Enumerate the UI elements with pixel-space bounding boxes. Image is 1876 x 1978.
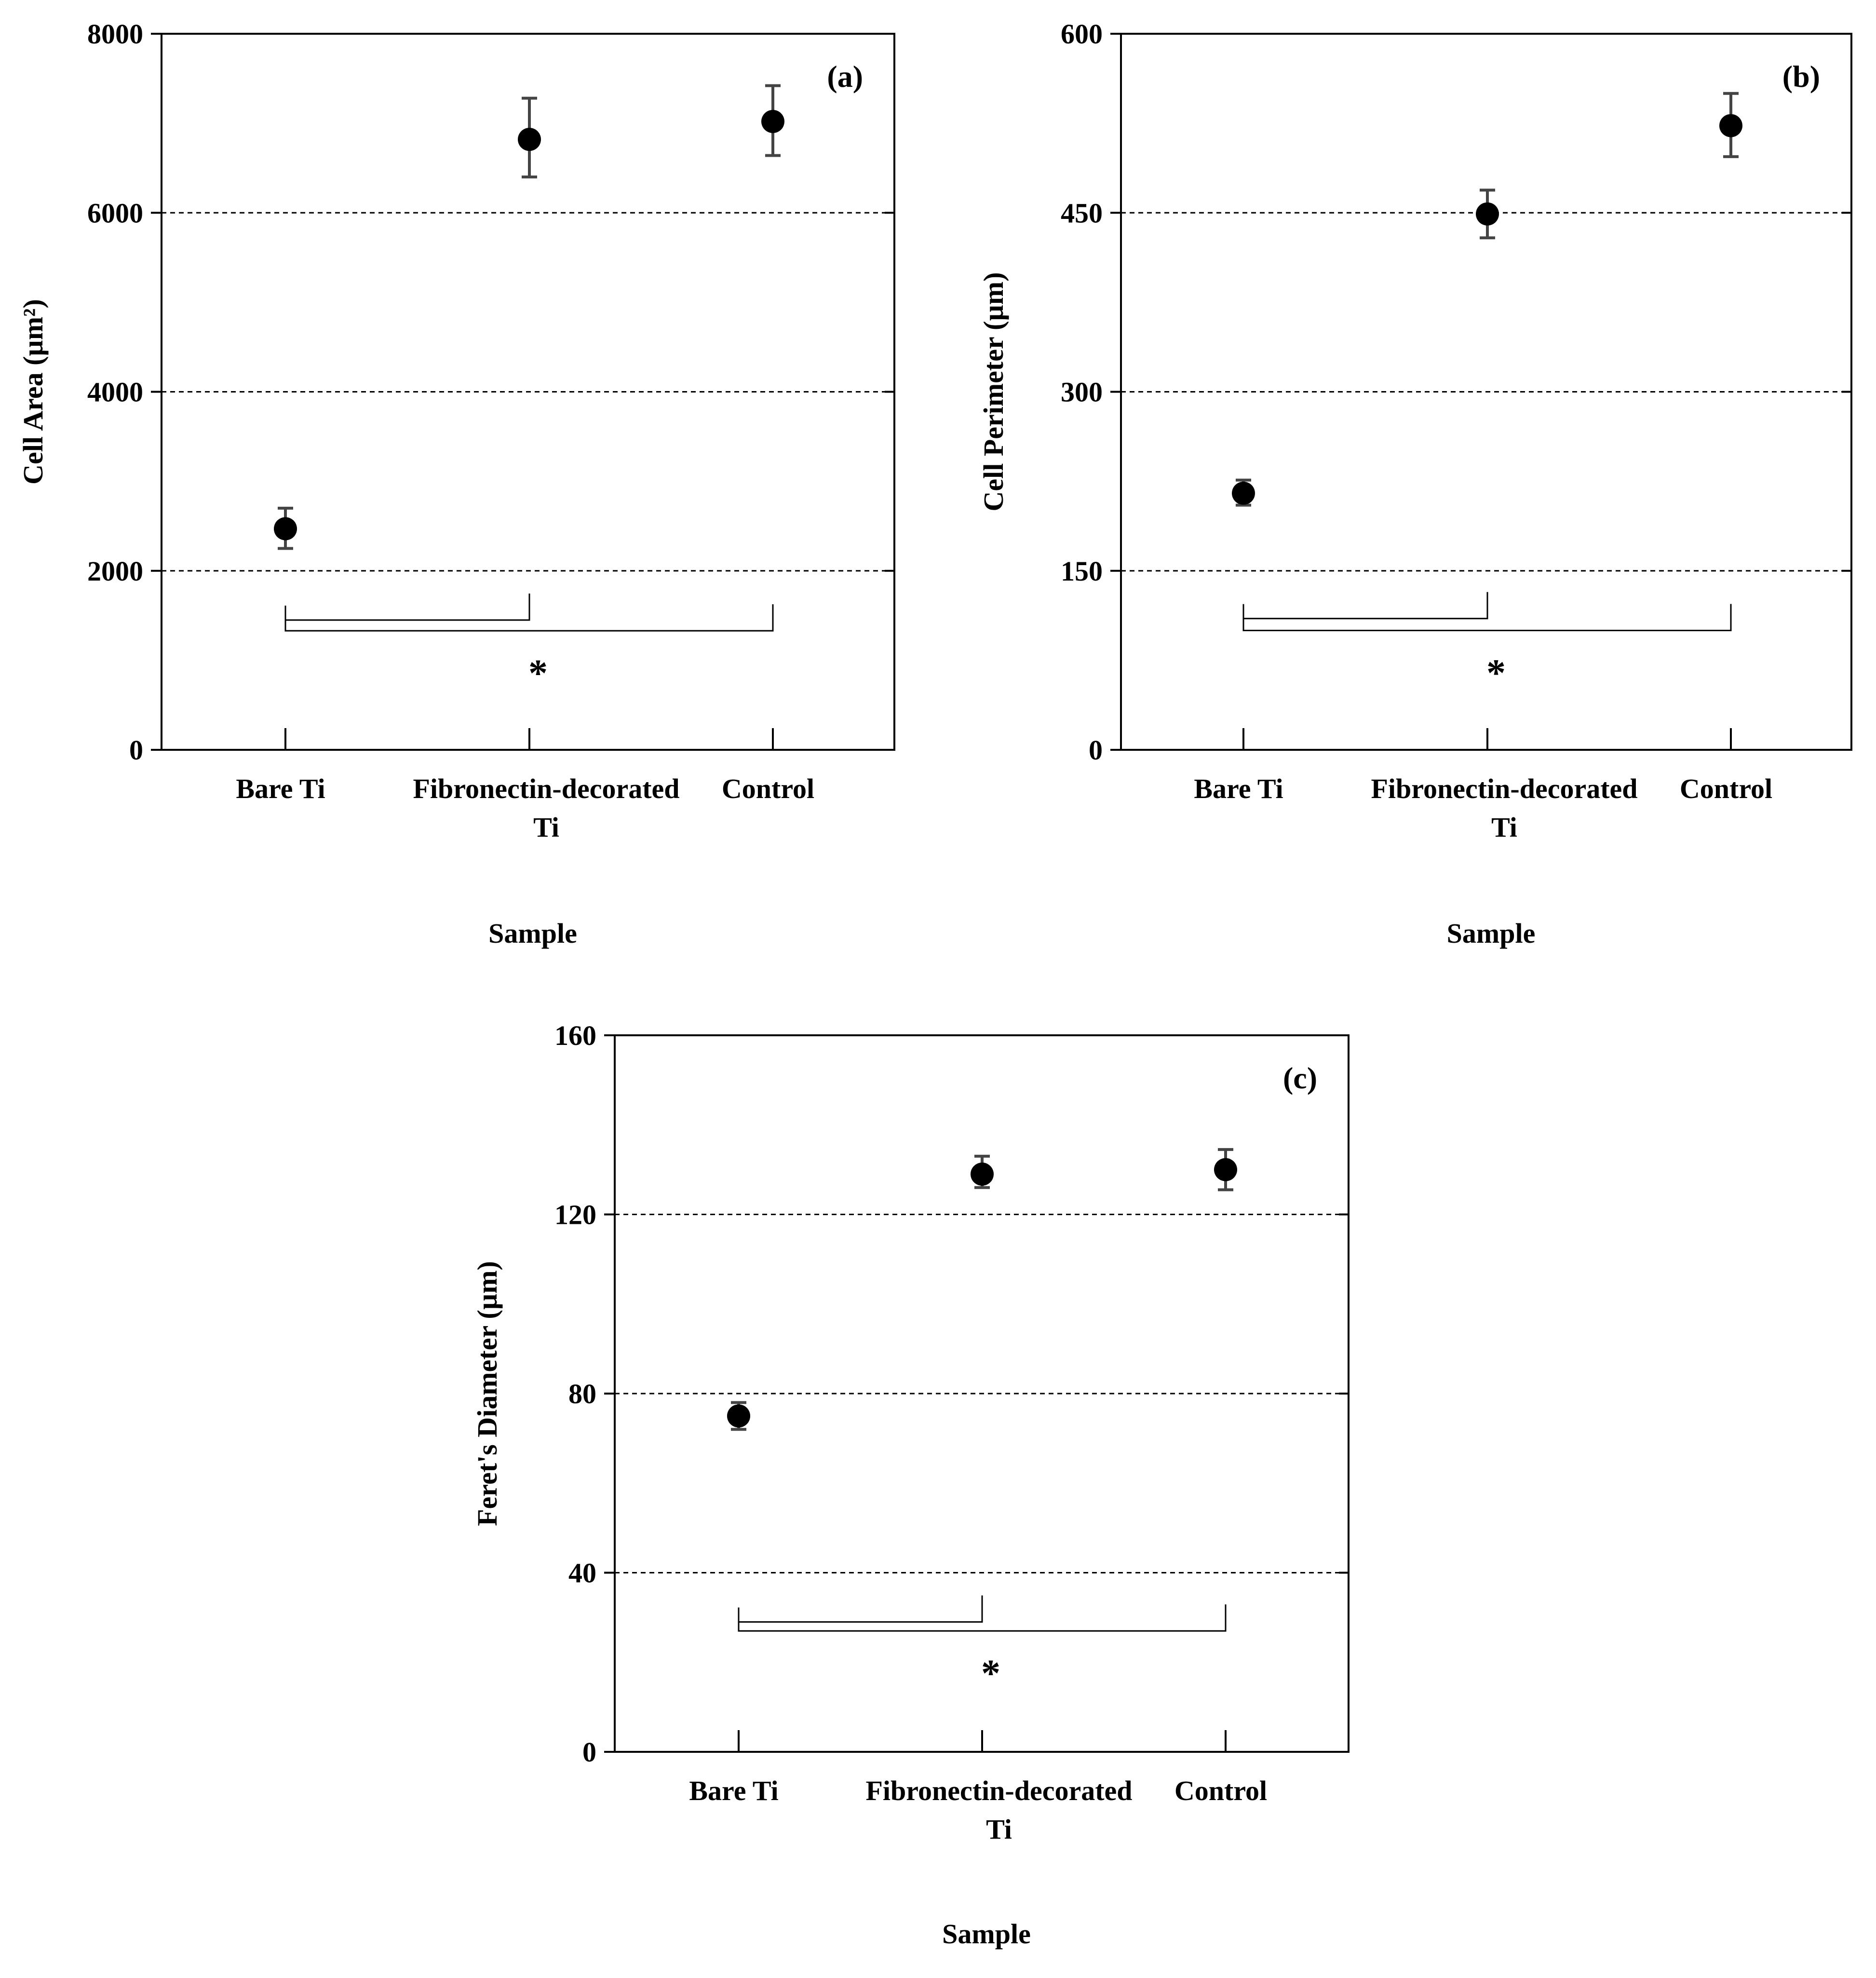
x-tick-label: Control (722, 773, 814, 804)
data-point (274, 517, 297, 541)
significance-star: * (528, 652, 548, 695)
y-tick-label: 2000 (87, 555, 143, 587)
chart-panel-c: 0 40 80 120 160 Bare Ti Fibronectin-decorated T… (472, 1020, 1350, 1950)
x-tick-label: Fibronectin-decorated (413, 773, 679, 804)
x-tick-label: Bare Ti (1194, 773, 1283, 804)
significance-bracket (284, 604, 774, 632)
panel-label: (b) (1782, 59, 1820, 94)
data-point (1476, 202, 1499, 226)
data-point (761, 109, 784, 133)
data-point (971, 1162, 994, 1186)
significance-bracket (1242, 604, 1732, 631)
y-tick-label: 40 (568, 1558, 596, 1589)
panel-label: (a) (827, 59, 863, 94)
chart-panel-a: 0 2000 4000 6000 8000 Bare Ti Fibronectin-deco… (17, 18, 895, 949)
y-tick-label: 0 (582, 1736, 596, 1768)
significance-star: * (1486, 652, 1506, 695)
x-tick-label: Fibronectin-decorated (1371, 773, 1637, 804)
y-tick-label: 150 (1061, 555, 1103, 587)
x-tick-label: Control (1680, 773, 1772, 804)
x-tick-label: Bare Ti (236, 773, 325, 804)
x-tick-label: Fibronectin-decorated (865, 1775, 1132, 1806)
y-tick-label: 6000 (87, 197, 143, 229)
significance-bracket (738, 1604, 1227, 1632)
data-point (518, 128, 541, 151)
significance-bracket (284, 593, 530, 621)
data-point (1719, 114, 1742, 137)
x-axis-label: Sample (942, 1918, 1031, 1950)
y-tick-label: 80 (568, 1378, 596, 1409)
significance-bracket (1242, 592, 1488, 620)
data-point (1232, 481, 1255, 505)
significance-star: * (981, 1653, 1000, 1695)
x-axis-label: Sample (488, 918, 577, 949)
y-tick-label: 160 (554, 1020, 596, 1051)
y-tick-label: 0 (1089, 734, 1103, 766)
x-tick-label: Bare Ti (689, 1775, 778, 1806)
y-tick-label: 0 (129, 734, 143, 766)
x-tick-label: Ti (1491, 812, 1517, 843)
panel-label: (c) (1283, 1061, 1317, 1095)
data-point (1214, 1158, 1237, 1181)
chart-panel-b: 0 150 300 450 600 Bare Ti Fibronectin-decorate… (978, 18, 1852, 949)
data-point (727, 1404, 750, 1428)
y-tick-label: 600 (1061, 18, 1103, 50)
x-axis-label: Sample (1447, 918, 1536, 949)
x-tick-label: Ti (986, 1814, 1012, 1845)
y-axis-label: Cell Perimeter (µm) (978, 272, 1009, 511)
y-tick-label: 8000 (87, 18, 143, 50)
y-tick-label: 4000 (87, 377, 143, 408)
y-axis-label: Feret's Diameter (µm) (472, 1261, 503, 1526)
y-tick-label: 300 (1061, 377, 1103, 408)
x-tick-label: Control (1174, 1775, 1267, 1806)
x-tick-label: Ti (533, 812, 559, 843)
significance-bracket (738, 1595, 983, 1623)
y-axis-label: Cell Area (µm²) (17, 299, 49, 485)
y-tick-label: 450 (1061, 197, 1103, 229)
y-tick-label: 120 (554, 1199, 596, 1231)
